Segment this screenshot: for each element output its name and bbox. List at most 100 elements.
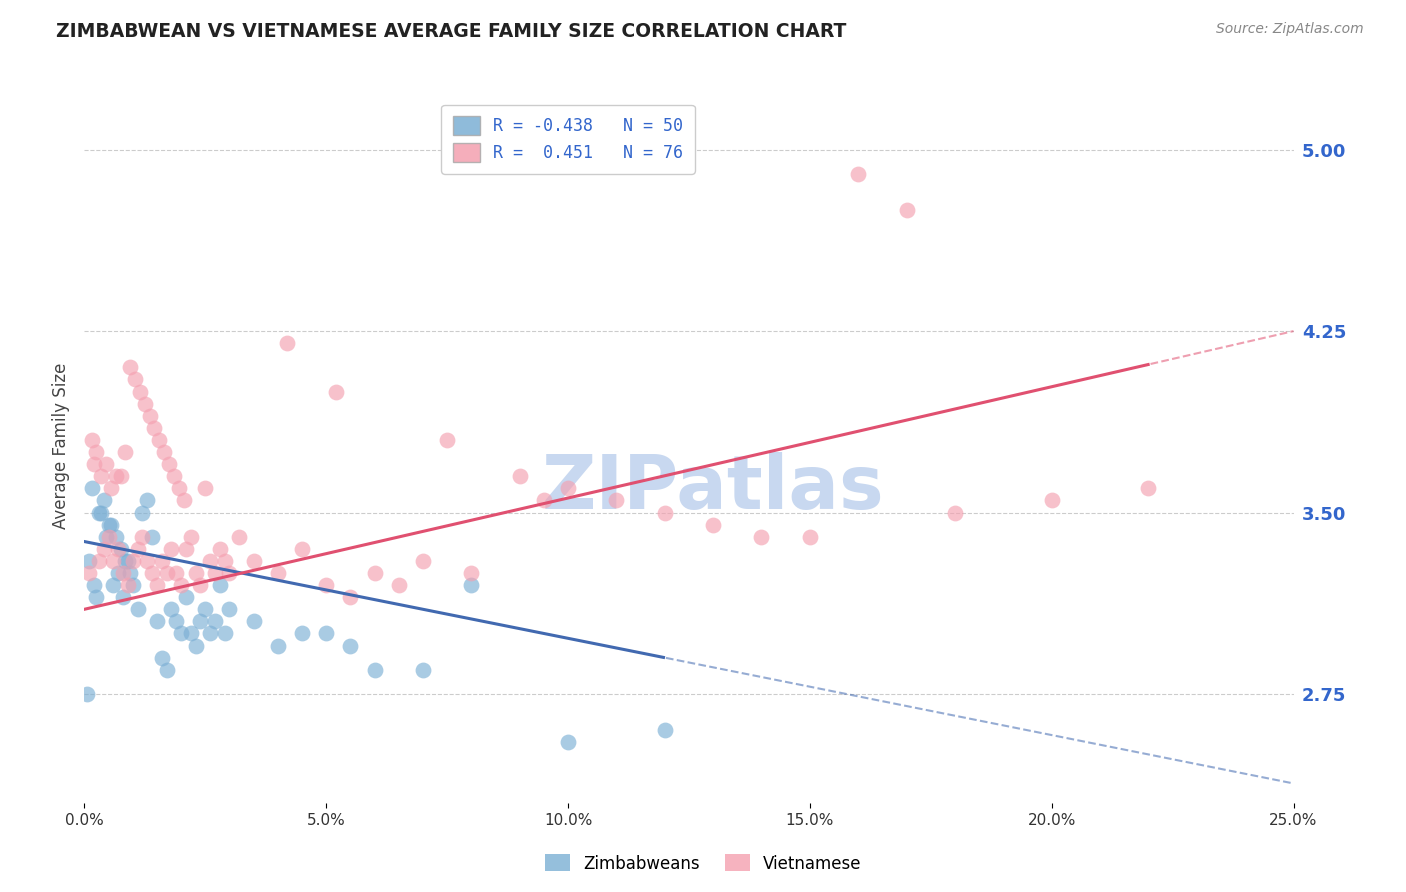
Point	[155, 566, 177, 580]
Point	[141, 530, 163, 544]
Point	[141, 566, 163, 580]
Point	[412, 554, 434, 568]
Point	[160, 602, 183, 616]
Point	[242, 615, 264, 629]
Point	[363, 663, 385, 677]
Point	[184, 639, 207, 653]
Point	[605, 493, 627, 508]
Point	[460, 578, 482, 592]
Point	[90, 469, 112, 483]
Point	[315, 578, 337, 592]
Point	[80, 433, 103, 447]
Point	[90, 506, 112, 520]
Point	[100, 517, 122, 532]
Point	[896, 203, 918, 218]
Point	[509, 469, 531, 483]
Point	[157, 457, 180, 471]
Point	[136, 554, 159, 568]
Point	[702, 517, 724, 532]
Point	[100, 481, 122, 495]
Point	[110, 541, 132, 556]
Point	[190, 578, 212, 592]
Point	[160, 541, 183, 556]
Point	[103, 578, 125, 592]
Point	[121, 554, 143, 568]
Point	[267, 566, 290, 580]
Point	[557, 481, 579, 495]
Legend: R = -0.438   N = 50, R =  0.451   N = 76: R = -0.438 N = 50, R = 0.451 N = 76	[441, 104, 695, 174]
Point	[170, 626, 193, 640]
Point	[131, 506, 153, 520]
Point	[276, 336, 298, 351]
Point	[87, 554, 110, 568]
Point	[146, 615, 169, 629]
Point	[218, 602, 240, 616]
Point	[165, 566, 187, 580]
Point	[131, 530, 153, 544]
Point	[194, 602, 217, 616]
Point	[533, 493, 555, 508]
Point	[97, 530, 120, 544]
Point	[103, 554, 125, 568]
Point	[291, 541, 314, 556]
Point	[654, 506, 676, 520]
Point	[167, 481, 190, 495]
Point	[83, 457, 105, 471]
Point	[204, 615, 226, 629]
Point	[436, 433, 458, 447]
Point	[107, 541, 129, 556]
Point	[143, 421, 166, 435]
Legend: Zimbabweans, Vietnamese: Zimbabweans, Vietnamese	[538, 847, 868, 880]
Point	[180, 626, 202, 640]
Point	[214, 554, 236, 568]
Point	[104, 469, 127, 483]
Point	[170, 578, 193, 592]
Point	[80, 481, 103, 495]
Point	[117, 554, 139, 568]
Point	[267, 639, 290, 653]
Point	[218, 566, 240, 580]
Point	[121, 578, 143, 592]
Point	[83, 578, 105, 592]
Point	[114, 445, 136, 459]
Point	[214, 626, 236, 640]
Point	[107, 566, 129, 580]
Point	[112, 566, 135, 580]
Point	[173, 493, 195, 508]
Point	[120, 360, 142, 375]
Point	[146, 578, 169, 592]
Point	[155, 663, 177, 677]
Point	[1137, 481, 1160, 495]
Point	[190, 615, 212, 629]
Point	[291, 626, 314, 640]
Point	[242, 554, 264, 568]
Point	[86, 590, 108, 604]
Point	[180, 530, 202, 544]
Point	[460, 566, 482, 580]
Point	[117, 578, 139, 592]
Point	[110, 469, 132, 483]
Point	[943, 506, 966, 520]
Point	[204, 566, 226, 580]
Point	[174, 541, 197, 556]
Point	[339, 639, 361, 653]
Point	[1040, 493, 1063, 508]
Point	[198, 626, 221, 640]
Point	[412, 663, 434, 677]
Point	[93, 493, 115, 508]
Point	[208, 578, 231, 592]
Point	[315, 626, 337, 640]
Point	[76, 687, 98, 701]
Point	[127, 602, 149, 616]
Point	[124, 372, 146, 386]
Point	[104, 530, 127, 544]
Point	[363, 566, 385, 580]
Point	[846, 167, 869, 181]
Text: ZIMBABWEAN VS VIETNAMESE AVERAGE FAMILY SIZE CORRELATION CHART: ZIMBABWEAN VS VIETNAMESE AVERAGE FAMILY …	[56, 22, 846, 41]
Point	[174, 590, 197, 604]
Point	[150, 554, 173, 568]
Point	[94, 530, 117, 544]
Point	[325, 384, 347, 399]
Point	[77, 566, 100, 580]
Point	[165, 615, 187, 629]
